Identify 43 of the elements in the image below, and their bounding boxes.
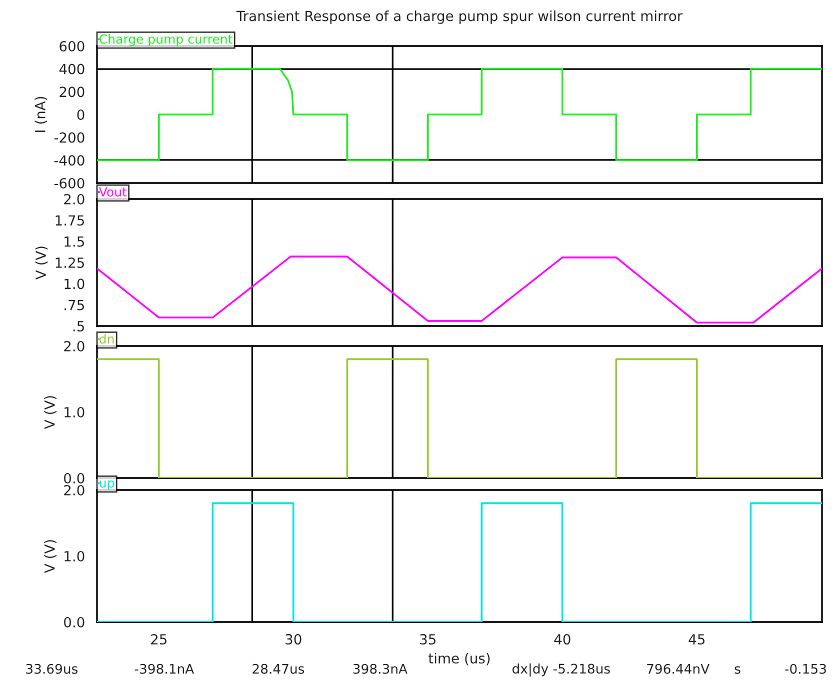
text: 796.44nV xyxy=(647,664,710,674)
y-tick-label: 1.0 xyxy=(64,406,84,418)
x-tick-label: 25 xyxy=(151,634,166,645)
y-tick-label: 1.0 xyxy=(64,550,84,562)
x-tick-label: 40 xyxy=(554,634,570,645)
y-tick-label: -600 xyxy=(54,178,84,188)
y-tick-label: 1.5 xyxy=(64,236,84,247)
text: 28.47us xyxy=(252,664,304,674)
y-tick-label: -400 xyxy=(54,155,84,166)
y-tick-label: .5 xyxy=(73,321,84,332)
y-tick-label: -200 xyxy=(54,132,84,143)
y-tick-label: 200 xyxy=(60,86,84,98)
y-axis-title: V (V) xyxy=(44,396,56,430)
text: 398.3nA xyxy=(353,664,408,674)
y-tick-label: 0 xyxy=(77,109,84,120)
x-tick-label: 35 xyxy=(420,634,436,645)
legend-label: Vout xyxy=(98,187,127,197)
y-tick-label: 600 xyxy=(60,40,84,52)
y-tick-label: .75 xyxy=(64,300,84,310)
text: s xyxy=(734,666,740,674)
text: 33.69us xyxy=(26,664,78,674)
x-tick-label: 45 xyxy=(688,634,705,645)
legend-label: Charge pump current xyxy=(100,34,232,46)
y-axis-title: V (V) xyxy=(35,246,48,280)
x-tick-label: 30 xyxy=(286,634,302,645)
x-axis-title: time (us) xyxy=(428,652,490,666)
y-tick-label: 1.75 xyxy=(56,215,84,226)
legend-label: dn xyxy=(100,334,114,344)
y-tick-label: 2.0 xyxy=(64,484,84,496)
text: -398.1nA xyxy=(134,664,194,674)
y-tick-label: 0.0 xyxy=(64,616,84,628)
y-tick-label: 2.0 xyxy=(64,340,84,352)
y-tick-label: 400 xyxy=(59,64,84,74)
y-axis-title: I (nA) xyxy=(34,96,48,132)
legend-label: up xyxy=(100,480,114,490)
text: dx|dy -5.218us xyxy=(512,663,610,677)
y-axis-title: V (V) xyxy=(44,540,56,574)
y-tick-label: 0.0 xyxy=(64,472,84,484)
y-tick-label: 1.0 xyxy=(64,278,84,290)
chart-title: Transient Response of a charge pump spur wilson current mirror xyxy=(236,10,683,24)
y-tick-label: 2.0 xyxy=(64,194,84,204)
y-tick-label: 1.25 xyxy=(56,257,84,268)
text: -0.153 xyxy=(785,664,826,674)
